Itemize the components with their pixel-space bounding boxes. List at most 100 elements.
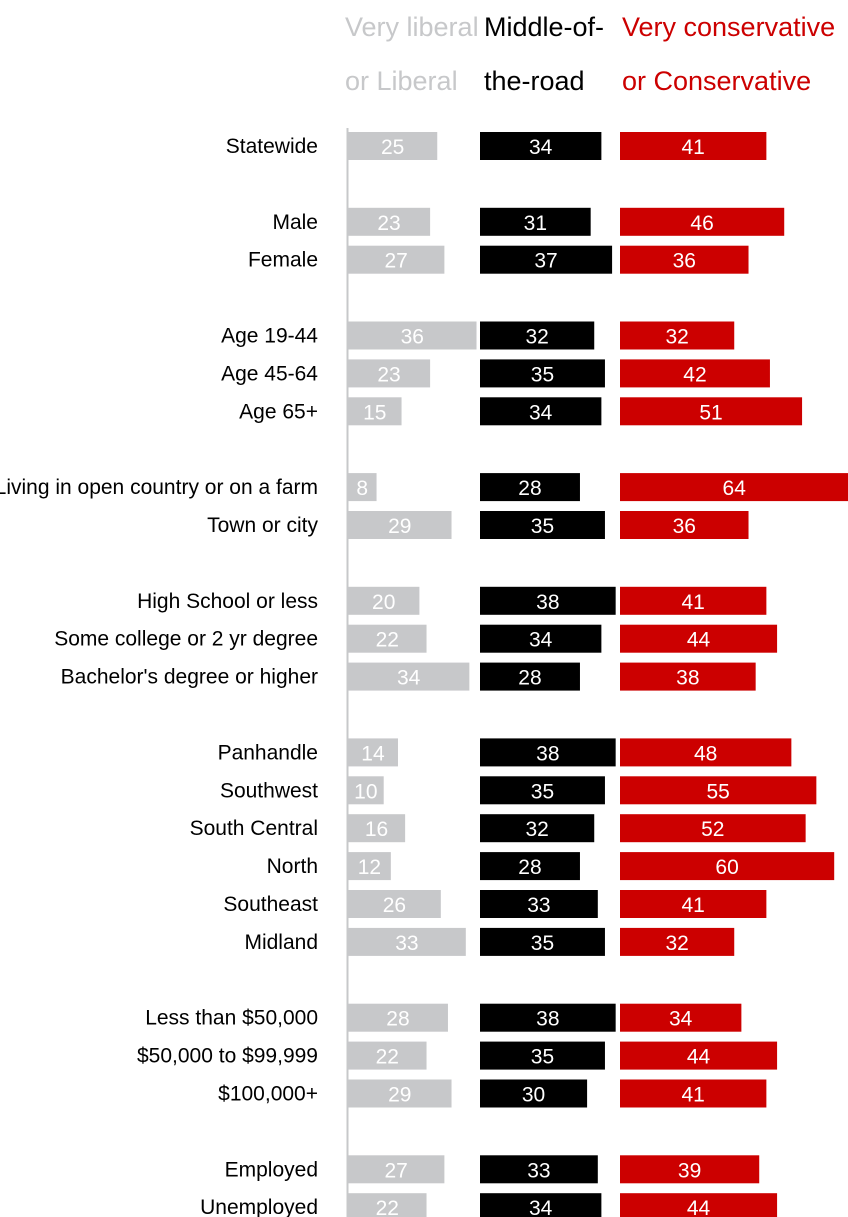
value-label-middle: 28 xyxy=(518,667,541,690)
value-label-liberal: 14 xyxy=(361,742,385,765)
bar-liberal xyxy=(348,1079,452,1108)
value-label-liberal: 22 xyxy=(376,1046,399,1069)
value-label-liberal: 33 xyxy=(395,932,418,955)
chart-row: $100,000+ 29 30 41 xyxy=(218,1079,767,1108)
value-label-middle: 35 xyxy=(531,1046,554,1069)
value-label-middle: 34 xyxy=(529,629,553,652)
category-label: North xyxy=(267,855,318,878)
value-label-middle: 35 xyxy=(531,363,554,386)
category-label: Employed xyxy=(225,1158,318,1181)
category-label: Age 19-44 xyxy=(221,325,318,348)
value-label-conservative: 42 xyxy=(683,363,706,386)
bar-conservative xyxy=(620,1155,760,1184)
header-middle-line-1: Middle-of- xyxy=(484,12,604,42)
category-label: High School or less xyxy=(137,590,318,613)
bar-conservative xyxy=(620,1003,742,1032)
value-label-conservative: 46 xyxy=(690,212,713,235)
bar-conservative xyxy=(620,207,785,236)
bar-middle xyxy=(480,776,605,805)
bar-conservative xyxy=(620,1193,778,1217)
bar-liberal xyxy=(348,1155,445,1184)
value-label-middle: 35 xyxy=(531,932,554,955)
value-label-middle: 38 xyxy=(536,742,559,765)
value-label-conservative: 44 xyxy=(687,1046,711,1069)
bar-middle xyxy=(480,1193,602,1217)
category-label: Panhandle xyxy=(218,741,318,764)
bar-liberal xyxy=(348,927,466,956)
value-label-middle: 31 xyxy=(524,212,547,235)
value-label-liberal: 27 xyxy=(385,1159,408,1182)
bar-middle xyxy=(480,397,602,426)
value-label-middle: 34 xyxy=(529,401,553,424)
category-label: Southeast xyxy=(223,893,318,916)
category-label: Female xyxy=(248,249,318,272)
value-label-liberal: 8 xyxy=(356,477,368,500)
bar-middle xyxy=(480,662,580,691)
value-label-liberal: 26 xyxy=(383,894,406,917)
value-label-conservative: 41 xyxy=(682,894,705,917)
chart-row: Southeast 26 33 41 xyxy=(223,890,767,918)
bar-liberal xyxy=(348,1193,427,1217)
bar-conservative xyxy=(620,890,767,918)
value-label-liberal: 36 xyxy=(401,326,424,349)
chart-row: $50,000 to $99,999 22 35 44 xyxy=(137,1041,778,1070)
chart-row: Some college or 2 yr degree 22 34 44 xyxy=(54,624,778,653)
bar-conservative xyxy=(620,852,835,881)
chart-row: Less than $50,000 28 38 34 xyxy=(145,1003,742,1032)
bar-liberal xyxy=(348,245,445,274)
value-label-liberal: 28 xyxy=(386,1008,409,1031)
bar-liberal xyxy=(348,1041,427,1070)
value-label-liberal: 29 xyxy=(388,1084,411,1107)
bar-conservative xyxy=(620,321,735,350)
value-label-conservative: 64 xyxy=(723,477,747,500)
value-label-middle: 38 xyxy=(536,1008,559,1031)
bar-liberal xyxy=(348,321,477,350)
bar-liberal xyxy=(348,776,384,805)
header-liberal-line-2: or Liberal xyxy=(345,66,458,96)
bar-conservative xyxy=(620,776,817,805)
bar-conservative xyxy=(620,132,767,160)
chart-row: Age 65+ 15 34 51 xyxy=(239,397,803,426)
category-label: Living in open country or on a farm xyxy=(0,476,318,499)
value-label-middle: 32 xyxy=(525,326,548,349)
bar-middle xyxy=(480,1041,605,1070)
header-conservative-line-2: or Conservative xyxy=(622,66,811,96)
category-label: Statewide xyxy=(226,135,318,158)
value-label-conservative: 44 xyxy=(687,629,711,652)
value-label-middle: 34 xyxy=(529,1197,553,1217)
value-label-conservative: 52 xyxy=(701,818,724,841)
bar-liberal xyxy=(348,624,427,653)
column-headers: Very liberal or Liberal Middle-of-the-road… xyxy=(345,12,835,96)
bar-liberal xyxy=(348,511,452,539)
value-label-middle: 33 xyxy=(527,1159,550,1182)
value-label-liberal: 29 xyxy=(388,515,411,538)
chart-row: Living in open country or on a farm 8 28 64 xyxy=(0,473,848,502)
bar-liberal xyxy=(348,473,377,502)
value-label-conservative: 39 xyxy=(678,1159,701,1182)
value-label-liberal: 23 xyxy=(377,363,400,386)
bar-middle xyxy=(480,852,580,881)
value-label-middle: 32 xyxy=(525,818,548,841)
bar-middle xyxy=(480,1003,616,1032)
bar-middle xyxy=(480,927,605,956)
bar-liberal xyxy=(348,1003,448,1032)
chart-row: North 12 28 60 xyxy=(267,852,835,881)
bar-liberal xyxy=(348,890,441,918)
chart-row: Statewide 25 34 41 xyxy=(226,132,767,160)
chart-row: Panhandle 14 38 48 xyxy=(218,738,792,767)
value-label-liberal: 27 xyxy=(385,250,408,273)
chart-row: Bachelor's degree or higher 34 28 38 xyxy=(61,662,756,691)
bar-conservative xyxy=(620,1041,778,1070)
bar-middle xyxy=(480,321,595,350)
value-label-conservative: 48 xyxy=(694,742,717,765)
value-label-conservative: 36 xyxy=(673,515,696,538)
value-label-liberal: 20 xyxy=(372,591,395,614)
value-label-liberal: 25 xyxy=(381,136,404,159)
bar-middle xyxy=(480,511,605,539)
bar-middle xyxy=(480,1155,598,1184)
category-label: South Central xyxy=(190,817,318,840)
value-label-conservative: 41 xyxy=(682,1084,705,1107)
chart-row: Southwest 10 35 55 xyxy=(220,776,817,805)
bar-middle xyxy=(480,738,616,767)
